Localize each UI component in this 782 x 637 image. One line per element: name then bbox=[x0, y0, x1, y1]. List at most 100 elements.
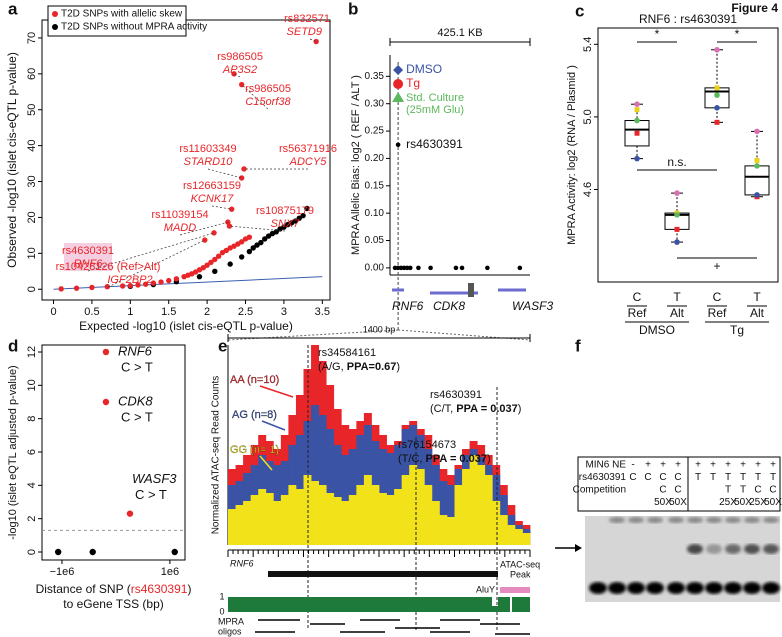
point bbox=[89, 548, 96, 556]
gel-band bbox=[667, 582, 685, 594]
point bbox=[300, 212, 306, 219]
replicate-point bbox=[754, 163, 760, 169]
snp-detail: (T/C, PPA = 0.037) bbox=[398, 453, 491, 465]
annotation-snp: rs4630391 bbox=[62, 245, 114, 257]
allele-label: Alt bbox=[670, 306, 685, 320]
point bbox=[158, 279, 164, 285]
replicate-point bbox=[674, 190, 680, 196]
cell: + bbox=[740, 460, 746, 471]
point bbox=[211, 230, 217, 236]
annotation-gene: RNF6 bbox=[74, 258, 104, 270]
cell: + bbox=[645, 460, 651, 471]
gene-bar bbox=[268, 571, 498, 577]
point bbox=[127, 282, 134, 289]
row-label: rs4630391 bbox=[579, 472, 627, 483]
gel-band bbox=[609, 517, 625, 523]
cell: T bbox=[710, 472, 716, 483]
cell: C bbox=[659, 472, 666, 483]
snp-detail-part: (T/C, bbox=[398, 453, 426, 465]
point bbox=[231, 71, 237, 77]
coverage-bin bbox=[371, 485, 380, 545]
point bbox=[212, 268, 218, 274]
conservation-label: CRG Align 75 bbox=[250, 586, 305, 596]
y-tick-label: 6 bbox=[26, 449, 38, 455]
figure-label: Figure 4 bbox=[731, 1, 778, 15]
x-axis-label-part: ) bbox=[187, 582, 191, 596]
x-tick-label: 2 bbox=[204, 306, 210, 318]
table-frame bbox=[577, 456, 781, 512]
panel-label: f bbox=[575, 336, 581, 355]
point bbox=[102, 348, 110, 356]
point bbox=[238, 175, 245, 181]
gel-band bbox=[706, 544, 722, 554]
annotation-gene: RNF6 bbox=[118, 343, 153, 358]
cell: T bbox=[695, 472, 701, 483]
replicate-point bbox=[634, 101, 640, 107]
track-tick-label: 0 bbox=[219, 606, 224, 616]
cell: 50X bbox=[764, 497, 782, 508]
legend-label: AA (n=10) bbox=[230, 374, 279, 386]
coverage-bin bbox=[462, 469, 470, 545]
cell: 50X bbox=[669, 497, 687, 508]
coverage-bin bbox=[439, 515, 448, 545]
point bbox=[517, 265, 523, 271]
cell: - bbox=[631, 460, 634, 471]
plot-frame bbox=[41, 344, 186, 561]
point bbox=[102, 398, 110, 406]
x-tick-label: 0 bbox=[50, 306, 56, 318]
legend-label: DMSO bbox=[406, 62, 442, 76]
legend-marker bbox=[392, 92, 405, 102]
cell: + bbox=[725, 460, 731, 471]
cell: + bbox=[755, 460, 761, 471]
point bbox=[204, 262, 210, 268]
point bbox=[173, 276, 180, 282]
coverage-bin bbox=[477, 465, 486, 545]
gene-label: CDK8 bbox=[433, 299, 465, 313]
annotation: rs4630391 bbox=[406, 137, 463, 151]
allele-label: Ref bbox=[708, 306, 727, 320]
coverage-bin bbox=[356, 485, 365, 545]
point bbox=[150, 280, 157, 286]
coverage-bin bbox=[492, 501, 501, 545]
annotation-gene: AP3S2 bbox=[222, 64, 257, 76]
track-label: oligos bbox=[218, 626, 242, 636]
arrow-head bbox=[575, 544, 582, 552]
point bbox=[135, 282, 141, 288]
annotation-gene: SETD9 bbox=[287, 26, 322, 38]
y-axis-label: -log10 (islet eQTL adjusted p-value) bbox=[7, 365, 19, 539]
legend-box bbox=[47, 5, 187, 37]
point bbox=[196, 273, 203, 280]
gel-band bbox=[763, 544, 779, 554]
replicate-point bbox=[674, 239, 680, 245]
snp-detail-part: (A/G, bbox=[318, 361, 347, 373]
coverage-bin bbox=[522, 533, 531, 545]
gel-band bbox=[725, 544, 741, 554]
gel-band bbox=[628, 517, 644, 523]
leader-line bbox=[229, 225, 286, 232]
gel-band bbox=[743, 582, 761, 594]
y-tick-label: 0.00 bbox=[365, 263, 385, 274]
annotation-gene: ADCY5 bbox=[289, 156, 328, 168]
replicate-point bbox=[714, 92, 720, 98]
legend-marker bbox=[52, 24, 58, 30]
y-tick-label: 8 bbox=[26, 416, 38, 422]
x-tick-label: T bbox=[753, 290, 761, 304]
point bbox=[227, 261, 233, 267]
y-axis-label: Normalized ATAC-seq Read Counts bbox=[211, 376, 222, 535]
y-tick-label: 10 bbox=[26, 247, 38, 259]
annotation-snp: rs986505 bbox=[217, 51, 263, 63]
annotation-snp: rs11039154 bbox=[151, 209, 208, 221]
snp-detail-part: ) bbox=[487, 453, 491, 465]
coverage-bin bbox=[303, 475, 312, 545]
point bbox=[281, 224, 287, 230]
coverage-bin bbox=[318, 415, 327, 545]
coverage-bin bbox=[409, 465, 418, 545]
snp-detail-part: PPA = 0.037 bbox=[456, 403, 517, 415]
significance-label: * bbox=[735, 27, 740, 41]
row-label: Competition bbox=[573, 485, 626, 496]
point bbox=[212, 256, 218, 263]
significance-label: n.s. bbox=[667, 155, 686, 169]
leader-line bbox=[87, 232, 215, 272]
cell: C bbox=[644, 472, 651, 483]
